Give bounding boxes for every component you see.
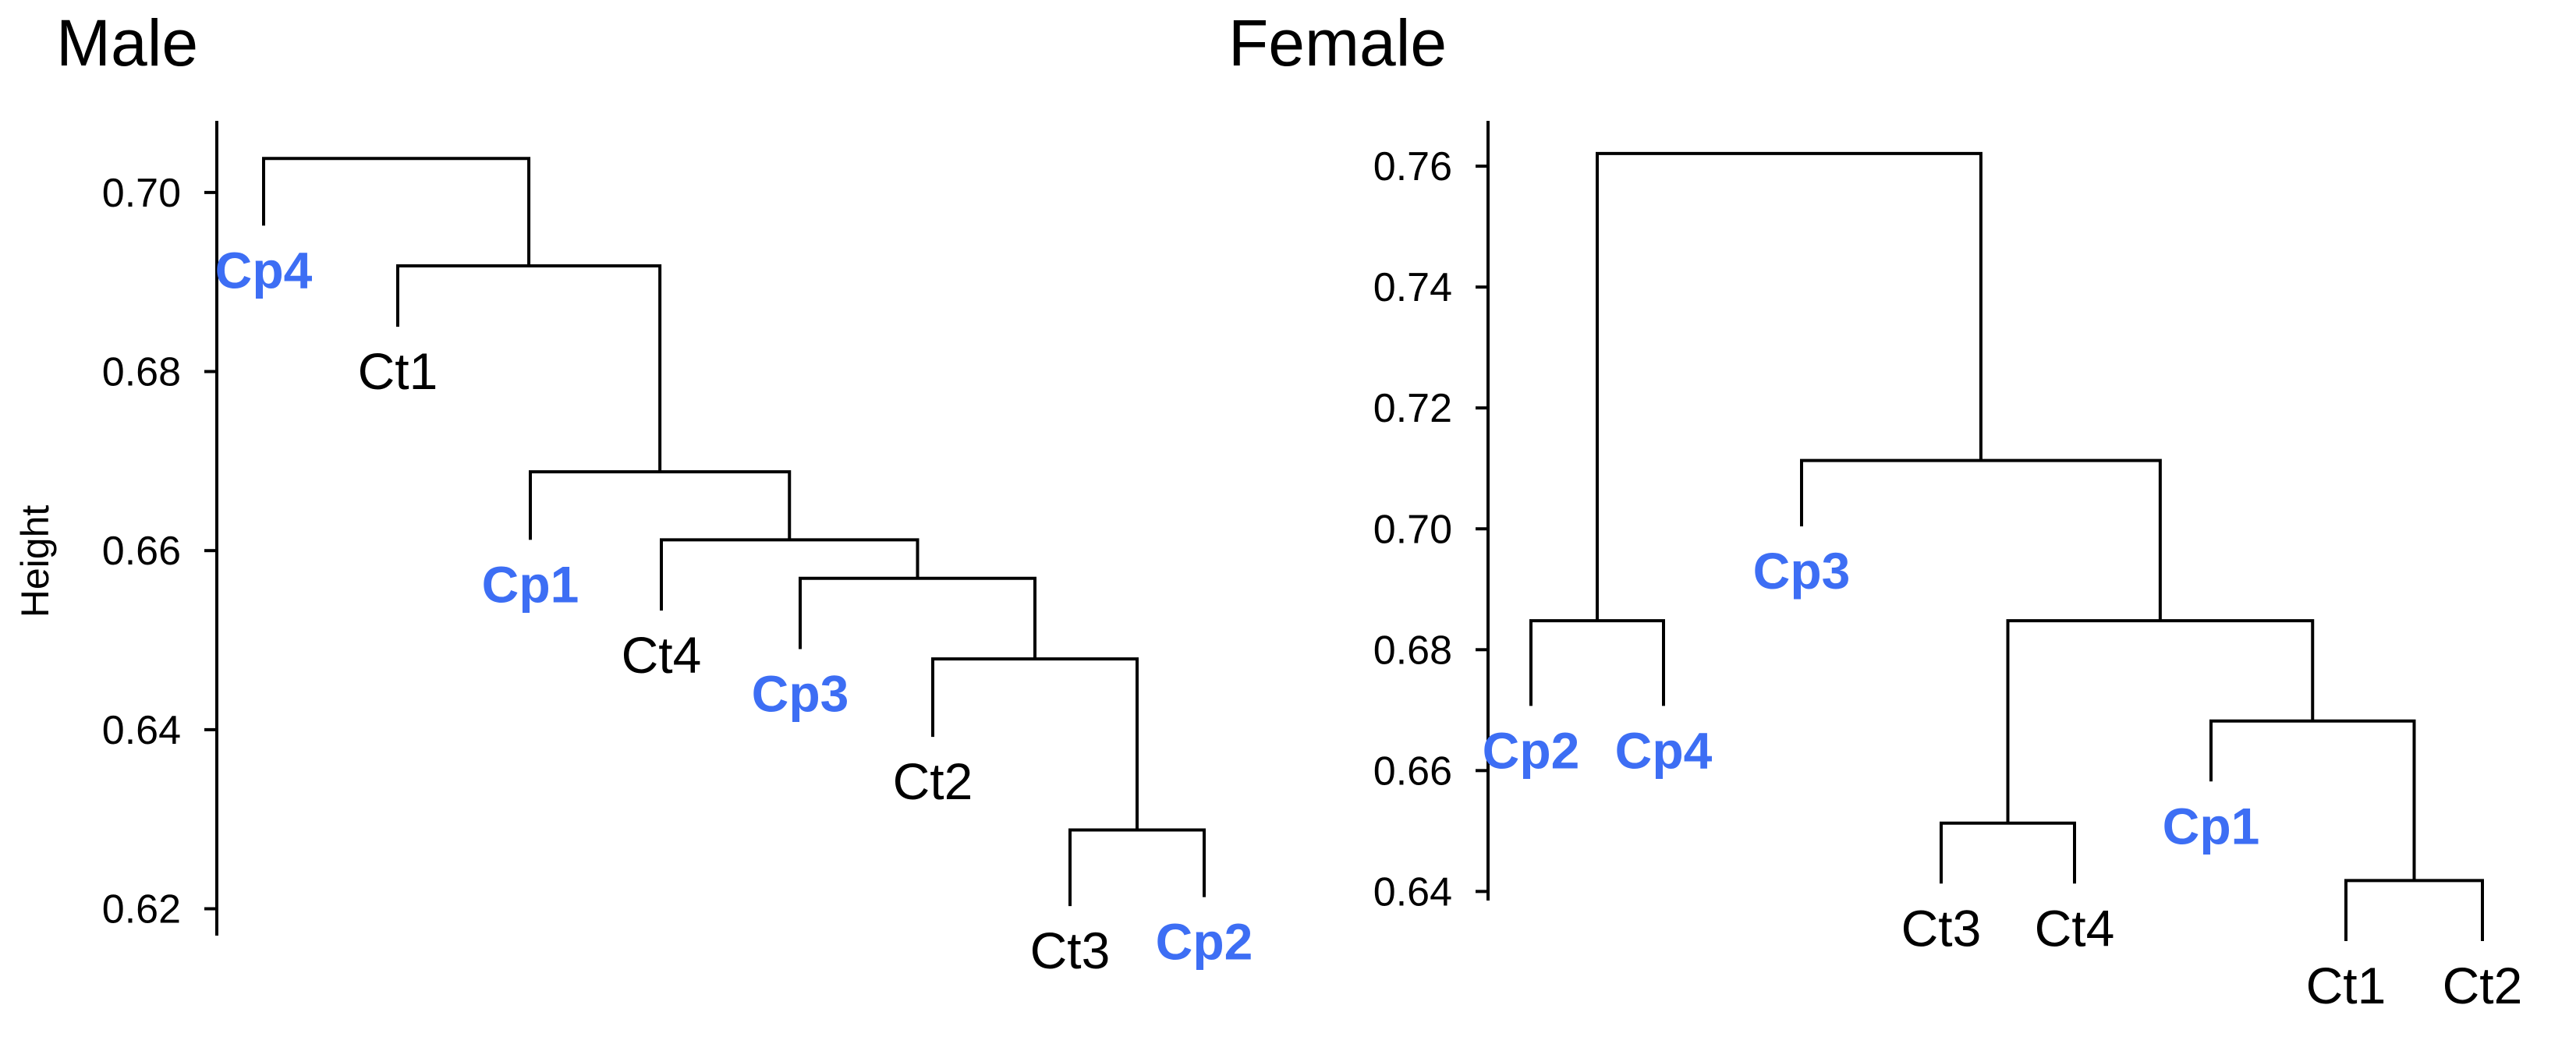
male-y-tick-label: 0.70 — [102, 171, 181, 216]
female-leaf-label-cp3: Cp3 — [1753, 542, 1851, 600]
male-title: Male — [56, 6, 198, 80]
female-link-n3 — [2344, 879, 2484, 941]
female-tree-links — [1529, 151, 2484, 941]
male-y-tick-label: 0.66 — [102, 529, 181, 574]
female-y-tick-label: 0.66 — [1373, 748, 1452, 794]
female-y-tick-label: 0.74 — [1373, 265, 1452, 310]
male-leaf-labels: Cp4 Ct1 Cp1 Ct4 Cp3 Ct2 Ct3 Cp2 — [215, 241, 1253, 979]
male-y-tick-label: 0.62 — [102, 887, 181, 932]
female-title: Female — [1228, 6, 1447, 80]
female-leaf-labels: Cp2 Cp4 Cp3 Ct3 Ct4 Cp1 Ct1 Ct2 — [1483, 542, 2523, 1014]
female-y-axis: 0.64 0.66 0.68 0.70 0.72 0.74 0.76 — [1373, 121, 1490, 915]
male-leaf-label-cp2: Cp2 — [1156, 913, 1253, 971]
female-link-n1 — [1529, 619, 1665, 706]
male-link-m1 — [1068, 828, 1206, 907]
female-link-n6 — [1800, 458, 2162, 621]
female-leaf-label-ct3: Ct3 — [1901, 899, 1982, 957]
male-leaf-label-cp4: Cp4 — [215, 241, 313, 299]
male-leaf-label-cp3: Cp3 — [752, 665, 849, 723]
female-leaf-label-cp1: Cp1 — [2163, 797, 2260, 855]
female-dendrogram-panel: Female 0.640.660.680.700.720.740.76 Cp2 C… — [1228, 6, 2522, 1014]
female-leaf-label-cp2: Cp2 — [1483, 721, 1580, 779]
female-leaf-label-cp4: Cp4 — [1615, 721, 1713, 779]
female-link-n7 — [1596, 151, 1982, 621]
female-y-tick-label: 0.64 — [1373, 869, 1452, 915]
female-y-tick-label: 0.68 — [1373, 628, 1452, 673]
male-leaf-label-cp1: Cp1 — [482, 555, 579, 613]
male-leaf-label-ct4: Ct4 — [622, 626, 702, 684]
male-link-m4 — [660, 538, 919, 611]
male-link-m5 — [529, 470, 792, 540]
male-leaf-label-ct3: Ct3 — [1030, 922, 1111, 979]
male-dendrogram-panel: Male Height 0.620.640.660.680.70 Cp4Ct1C… — [13, 6, 1253, 979]
male-link-m3 — [799, 576, 1036, 660]
male-leaf-label-ct2: Ct2 — [893, 752, 973, 810]
female-leaf-label-ct4: Ct4 — [2035, 899, 2115, 957]
male-link-m7 — [262, 157, 531, 267]
male-y-tick-label: 0.64 — [102, 708, 181, 753]
female-y-tick-label: 0.72 — [1373, 386, 1452, 431]
male-tree-links — [262, 157, 1206, 907]
male-link-m6 — [396, 264, 662, 472]
male-y-axis-label: Height — [13, 505, 57, 618]
female-leaf-label-ct2: Ct2 — [2443, 957, 2523, 1014]
female-leaf-label-ct1: Ct1 — [2306, 957, 2386, 1014]
male-y-axis: 0.62 0.64 0.66 0.68 0.70 — [102, 121, 218, 936]
male-y-tick-label: 0.68 — [102, 350, 181, 395]
male-leaf-label-ct1: Ct1 — [358, 342, 438, 400]
female-link-n2 — [1940, 821, 2076, 884]
female-y-tick-label: 0.70 — [1373, 507, 1452, 552]
female-y-tick-label: 0.76 — [1373, 144, 1452, 189]
